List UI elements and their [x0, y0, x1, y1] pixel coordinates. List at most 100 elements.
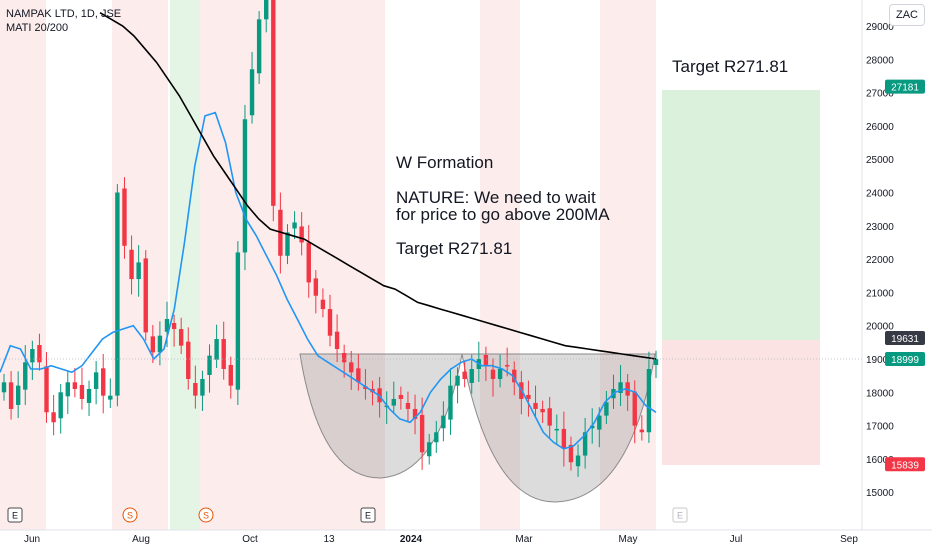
candle-body	[122, 188, 127, 246]
candle-body	[597, 415, 602, 430]
candle	[186, 327, 191, 390]
session-band	[0, 0, 46, 530]
candle	[285, 224, 290, 265]
candle	[235, 241, 241, 405]
candle-body	[150, 336, 156, 353]
candle	[129, 235, 134, 295]
price-tick-label: 26000	[866, 122, 894, 133]
candle	[320, 288, 326, 318]
candle	[264, 0, 269, 33]
candle	[79, 367, 85, 410]
candle-body	[207, 355, 212, 375]
candle-body	[419, 414, 425, 453]
candle	[448, 368, 453, 435]
price-tick-label: 19000	[866, 355, 894, 366]
candle	[469, 354, 474, 394]
price-tick-label: 17000	[866, 422, 894, 433]
candle	[93, 360, 99, 405]
price-tag-bg	[885, 330, 925, 345]
time-tick-label: Jul	[730, 534, 743, 545]
ma200-line	[99, 12, 657, 360]
candle	[412, 394, 418, 435]
dividend-marker: S	[198, 507, 214, 523]
price-tag: 15839	[885, 457, 925, 472]
target-note-mid[interactable]: Target R271.81	[396, 239, 513, 258]
candle-body	[299, 226, 304, 243]
candle-body	[363, 386, 368, 389]
candle-body	[193, 382, 198, 396]
nature-note-line-1[interactable]: NATURE: We need to wait	[396, 188, 596, 207]
candle	[547, 396, 552, 439]
candle	[427, 433, 432, 465]
target-note-top[interactable]: Target R271.81	[672, 57, 789, 76]
candle-body	[249, 69, 255, 116]
candle-body	[271, 0, 276, 206]
candle-body	[554, 428, 559, 431]
candle	[497, 354, 503, 388]
candle	[405, 391, 411, 422]
candle	[653, 350, 659, 378]
target-zone	[662, 90, 820, 340]
candle-body	[72, 382, 78, 389]
time-tick-label: Oct	[242, 534, 258, 545]
candle	[455, 367, 460, 404]
candle	[256, 11, 262, 84]
candle-body	[221, 339, 226, 369]
candle-body	[136, 262, 141, 280]
indicator-label[interactable]: MATI 20/200	[6, 22, 69, 34]
candle	[37, 333, 42, 371]
candle-body	[547, 408, 552, 426]
candle-body	[590, 425, 595, 429]
candle-body	[533, 402, 538, 409]
candle	[568, 436, 574, 471]
time-tick-label: Sep	[840, 534, 858, 545]
candle-body	[86, 388, 92, 403]
candle-body	[427, 442, 432, 457]
formation-note[interactable]: W Formation	[396, 153, 494, 172]
earnings-badge	[360, 507, 376, 523]
candle	[327, 294, 333, 347]
candle	[108, 378, 113, 408]
candle-body	[228, 364, 233, 386]
time-tick-label: 13	[323, 534, 335, 545]
candle-body	[235, 252, 241, 390]
candle	[58, 383, 63, 434]
candle-body	[44, 366, 49, 413]
price-tag-bg	[885, 352, 925, 367]
candle	[533, 385, 538, 418]
candle-body	[497, 368, 503, 379]
candle	[51, 394, 56, 436]
candle-body	[101, 368, 106, 396]
candle	[554, 414, 559, 445]
candle	[561, 411, 567, 467]
price-tick-label: 20000	[866, 322, 894, 333]
candle	[540, 400, 545, 423]
price-tick-label: 18000	[866, 388, 894, 399]
currency-button[interactable]: ZAC	[889, 4, 925, 26]
nature-note-line-2[interactable]: for price to go above 200MA	[396, 205, 610, 224]
price-tag-text: 27181	[891, 83, 919, 94]
price-tag-text: 15839	[891, 460, 919, 471]
dividend-glyph: S	[203, 511, 209, 521]
candle-body	[178, 329, 184, 346]
session-band	[200, 0, 385, 530]
price-tag-bg	[885, 457, 925, 472]
candle-body	[186, 341, 191, 379]
candle	[292, 211, 297, 240]
candle-body	[264, 0, 269, 20]
candle	[171, 314, 177, 347]
price-tick-label: 23000	[866, 222, 894, 233]
candle-body	[448, 385, 453, 420]
candle	[271, 0, 276, 222]
symbol-title[interactable]: NAMPAK LTD, 1D, JSE	[6, 8, 122, 20]
candle-body	[285, 232, 290, 256]
session-bands	[0, 0, 656, 530]
candle	[115, 184, 120, 407]
candle-body	[313, 278, 319, 296]
candle	[582, 417, 588, 469]
candle-body	[129, 249, 134, 280]
price-axis: 15000 16000 17000 18000 19000 20000 21000 22000…	[866, 22, 894, 499]
